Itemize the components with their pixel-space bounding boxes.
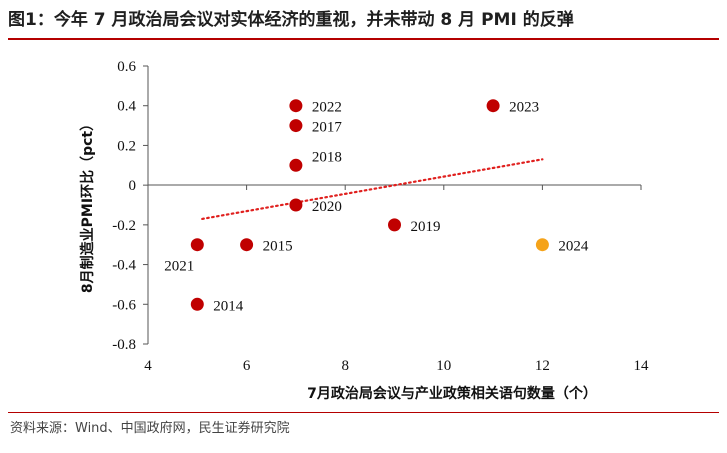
y-tick-label: 0.6 <box>117 59 136 75</box>
data-point-2018 <box>289 158 303 172</box>
x-axis-title: 7月政治局会议与产业政策相关语句数量（个） <box>307 385 597 402</box>
title-divider <box>8 38 719 40</box>
x-tick-label: 10 <box>436 358 451 374</box>
points-group: 2014 2015 2017 2018 2019 2020 2021 2022 2023 2024 <box>164 99 589 314</box>
x-tick-label: 12 <box>535 358 550 374</box>
y-axis-title: 8月制造业PMI环比（pct） <box>79 117 96 293</box>
y-tick-label: 0.2 <box>117 138 136 154</box>
source-note: 资料来源：Wind、中国政府网，民生证券研究院 <box>10 421 290 436</box>
point-label-2022: 2022 <box>312 100 342 116</box>
data-point-2024 <box>535 238 549 252</box>
chart-title: 图1：今年 7 月政治局会议对实体经济的重视，并未带动 8 月 PMI 的反弹 <box>8 10 574 30</box>
y-tick-label: -0.6 <box>112 297 136 313</box>
x-tick-label: 4 <box>144 358 152 374</box>
y-tick-label: -0.4 <box>112 258 136 274</box>
x-tick-label: 8 <box>341 358 349 374</box>
trendline <box>201 158 544 220</box>
data-point-2014 <box>190 297 204 311</box>
point-label-2014: 2014 <box>213 298 244 314</box>
data-point-2023 <box>486 99 500 113</box>
point-label-2021: 2021 <box>164 259 194 275</box>
data-point-2021 <box>190 238 204 252</box>
data-point-2019 <box>388 218 401 232</box>
y-tick-label: 0.4 <box>117 99 136 115</box>
trendline-group <box>201 158 544 220</box>
data-point-2022 <box>289 99 303 113</box>
y-tick-label: 0 <box>129 178 137 194</box>
data-point-2017 <box>289 119 303 133</box>
point-label-2019: 2019 <box>411 219 441 235</box>
point-label-2023: 2023 <box>509 100 539 116</box>
x-tick-label: 14 <box>634 358 650 374</box>
point-label-2015: 2015 <box>263 239 293 255</box>
y-tick-label: -0.2 <box>112 218 136 234</box>
y-tick-label: -0.8 <box>112 337 136 353</box>
data-point-2015 <box>240 238 254 252</box>
data-point-2020 <box>289 198 303 212</box>
x-tick-label: 6 <box>243 358 251 374</box>
axes: 0.6 0.4 0.2 0 -0.2 -0.4 -0.6 -0.8 4 6 8 10 12 14 <box>112 59 649 374</box>
source-divider <box>8 412 719 413</box>
point-label-2024: 2024 <box>558 239 589 255</box>
point-label-2017: 2017 <box>312 120 343 136</box>
point-label-2020: 2020 <box>312 199 342 215</box>
point-label-2018: 2018 <box>312 149 342 165</box>
